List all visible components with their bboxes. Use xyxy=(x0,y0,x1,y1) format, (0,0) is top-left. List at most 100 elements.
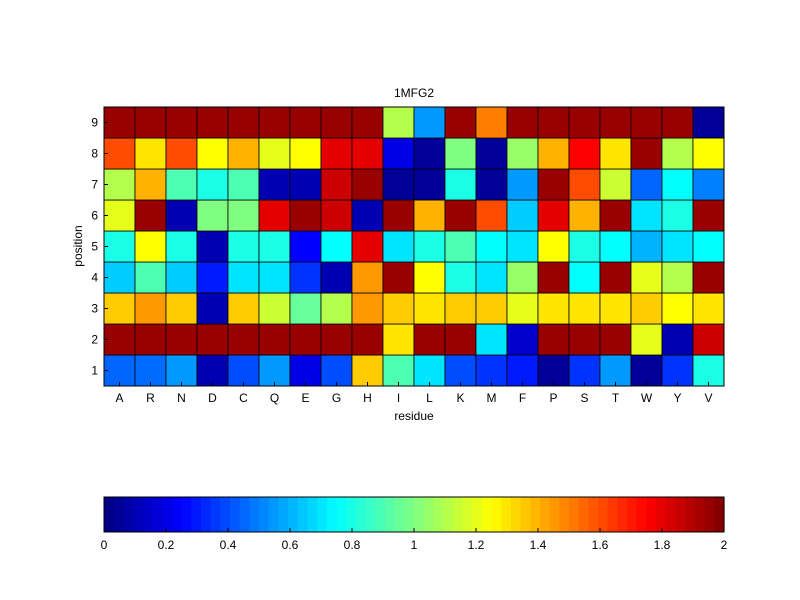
heatmap-cell xyxy=(692,199,725,232)
heatmap-cell xyxy=(103,168,136,201)
heatmap-cell xyxy=(258,199,291,232)
colorbar-segment xyxy=(559,497,570,532)
colorbar-segment xyxy=(675,497,686,532)
x-tick-label: I xyxy=(397,391,400,405)
heatmap-cell xyxy=(537,354,570,387)
colorbar-tick-label: 1.4 xyxy=(530,538,547,552)
x-tick-label: Q xyxy=(270,391,279,405)
heatmap-cell xyxy=(692,261,725,294)
heatmap-cell xyxy=(258,354,291,387)
colorbar-segment xyxy=(355,497,367,532)
heatmap-cell xyxy=(289,230,322,263)
colorbar-segment xyxy=(142,497,154,532)
heatmap-cell xyxy=(196,354,229,387)
heatmap-cell xyxy=(661,199,694,232)
heatmap-cell xyxy=(661,354,694,387)
heatmap-cell xyxy=(599,354,632,387)
heatmap-cell xyxy=(227,323,260,356)
y-axis-label: position xyxy=(71,225,85,266)
heatmap-cell xyxy=(289,292,322,325)
colorbar-segment xyxy=(181,497,192,532)
heatmap-cell xyxy=(289,137,322,170)
heatmap-cell xyxy=(289,199,322,232)
colorbar-segment xyxy=(462,497,473,532)
colorbar-segment xyxy=(443,497,454,532)
colorbar-segment xyxy=(346,497,357,532)
x-tick-label: W xyxy=(641,391,653,405)
colorbar-segment xyxy=(539,497,551,532)
heatmap-cell xyxy=(413,168,446,201)
heatmap-cell xyxy=(227,261,260,294)
heatmap-cell xyxy=(475,230,508,263)
y-axis-ticks: 1 2 3 4 5 6 7 8 9 xyxy=(91,116,108,378)
heatmap-cell xyxy=(196,292,229,325)
heatmap-cell xyxy=(320,199,353,232)
heatmap-cell xyxy=(165,261,198,294)
heatmap-cell xyxy=(165,199,198,232)
heatmap-cell xyxy=(568,292,601,325)
heatmap-cell xyxy=(289,168,322,201)
colorbar-segment xyxy=(423,497,434,532)
heatmap-cell xyxy=(165,106,198,139)
heatmap-cell xyxy=(351,230,384,263)
y-tick-label: 2 xyxy=(91,333,98,347)
colorbar-segment xyxy=(268,497,279,532)
heatmap-cell xyxy=(475,292,508,325)
colorbar-segment xyxy=(133,497,144,532)
heatmap-cell xyxy=(196,168,229,201)
heatmap-cell xyxy=(568,354,601,387)
colorbar-segment xyxy=(278,497,289,532)
colorbar-tick-label: 1 xyxy=(411,538,418,552)
heatmap-cell xyxy=(258,261,291,294)
heatmap-cell xyxy=(599,168,632,201)
colorbar-tick-label: 1.6 xyxy=(592,538,609,552)
x-tick-label: P xyxy=(549,391,557,405)
heatmap-cell xyxy=(320,354,353,387)
heatmap-cell xyxy=(537,137,570,170)
x-tick-label: H xyxy=(363,391,372,405)
colorbar-tick-label: 1.8 xyxy=(654,538,671,552)
colorbar-segment xyxy=(530,497,541,532)
x-tick-label: C xyxy=(239,391,248,405)
heatmap-cell xyxy=(289,323,322,356)
heatmap-cell xyxy=(692,354,725,387)
heatmap-cells xyxy=(103,106,725,387)
colorbar-segment xyxy=(336,497,347,532)
heatmap-cell xyxy=(196,323,229,356)
heatmap-cell xyxy=(506,199,539,232)
heatmap-cell xyxy=(320,323,353,356)
heatmap-cell xyxy=(382,137,415,170)
heatmap-cell xyxy=(599,261,632,294)
heatmap-cell xyxy=(258,106,291,139)
x-tick-label: T xyxy=(612,391,620,405)
heatmap-cell xyxy=(382,230,415,263)
heatmap-cell xyxy=(537,106,570,139)
colorbar-segment xyxy=(685,497,696,532)
colorbar-tick-label: 0 xyxy=(101,538,108,552)
colorbar-segment xyxy=(229,497,241,532)
heatmap-cell xyxy=(444,230,477,263)
heatmap-cell xyxy=(630,292,663,325)
x-tick-label: N xyxy=(177,391,186,405)
heatmap-cell xyxy=(103,354,136,387)
heatmap-cell xyxy=(382,106,415,139)
colorbar-segment xyxy=(375,497,386,532)
colorbar-segment xyxy=(569,497,580,532)
heatmap-cell xyxy=(506,168,539,201)
y-tick-label: 5 xyxy=(91,240,98,254)
heatmap-cell xyxy=(630,230,663,263)
heatmap-cell xyxy=(103,199,136,232)
heatmap-cell xyxy=(258,230,291,263)
x-tick-label: L xyxy=(426,391,433,405)
heatmap-cell xyxy=(506,106,539,139)
colorbar-ticks: 0 0.2 0.4 0.6 0.8 1 1.2 1.4 1.6 1.8 2 xyxy=(101,528,728,552)
colorbar-segment xyxy=(452,497,464,532)
colorbar-segment xyxy=(598,497,609,532)
heatmap-cell xyxy=(351,137,384,170)
heatmap-cell xyxy=(568,199,601,232)
colorbar-segment xyxy=(414,497,425,532)
heatmap-cell xyxy=(134,354,167,387)
x-tick-label: A xyxy=(115,391,123,405)
heatmap-cell xyxy=(165,230,198,263)
